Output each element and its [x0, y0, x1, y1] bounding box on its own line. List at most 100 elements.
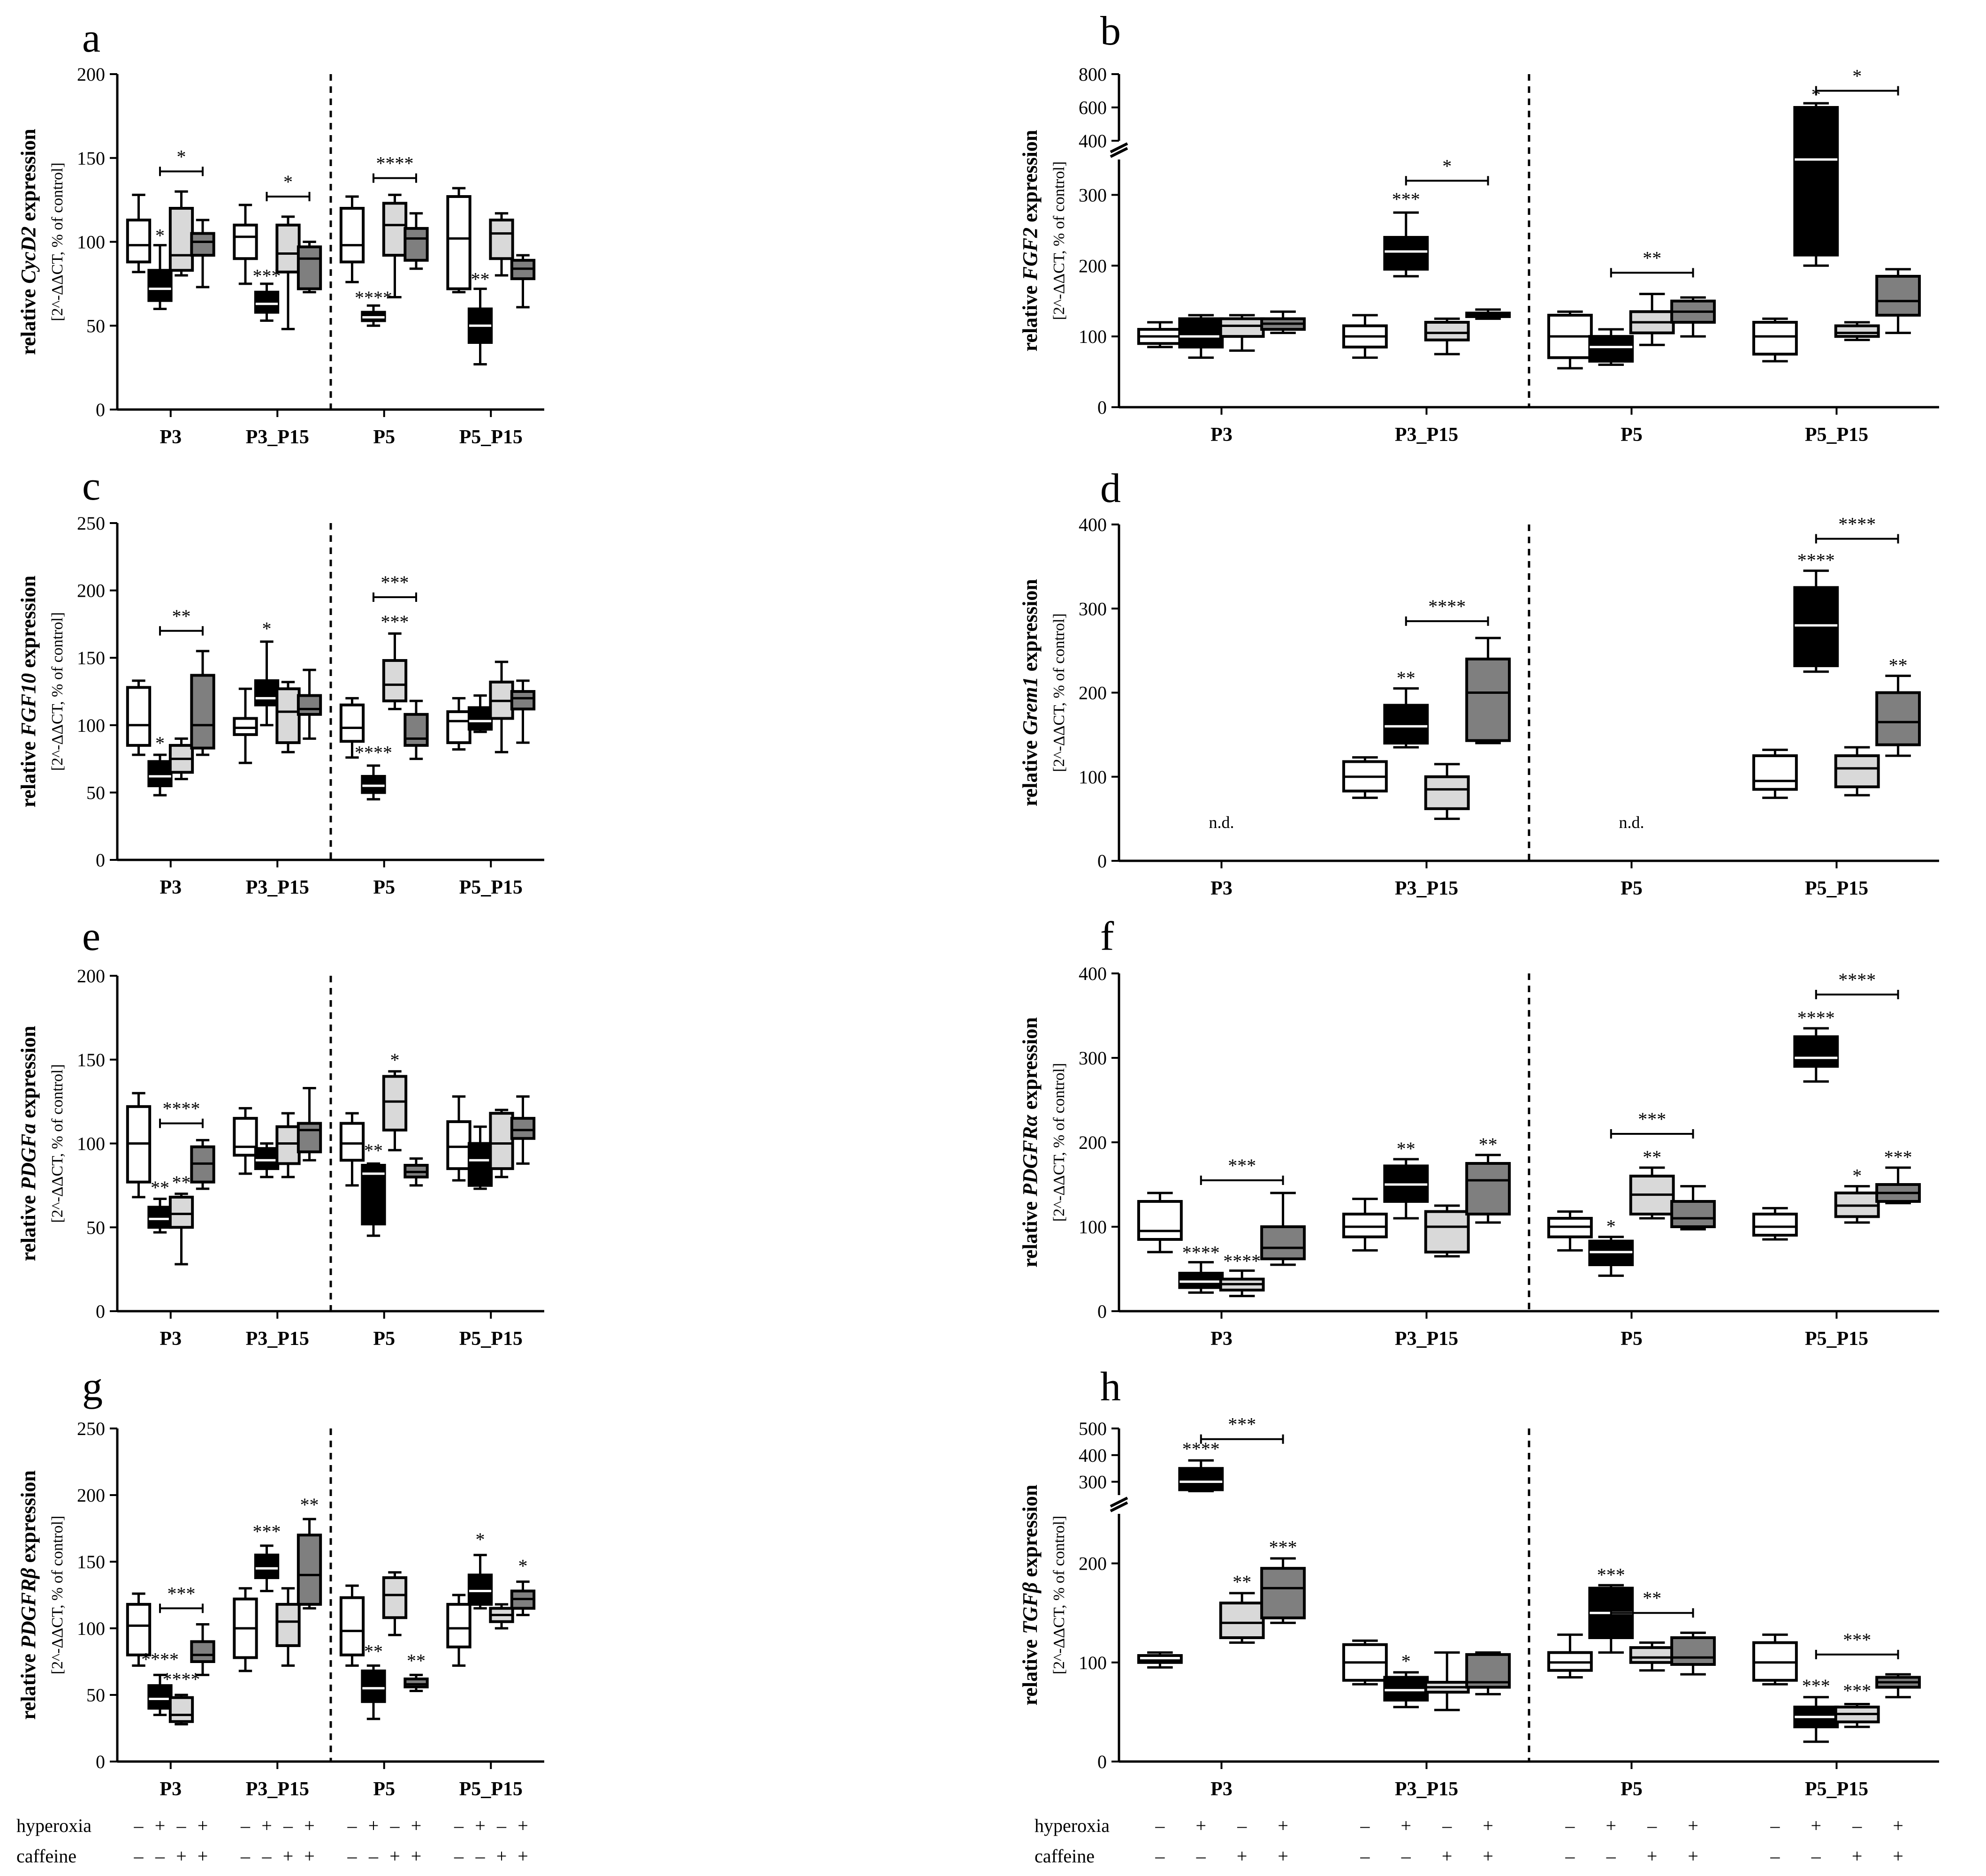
box-P5-3: [403, 1157, 429, 1187]
x-tick-label: P5: [1621, 1778, 1643, 1800]
legend-row-label: hyperoxia: [1035, 1815, 1110, 1836]
y-tick-label: 200: [77, 965, 105, 987]
y-axis-unit: [2^-ΔΔCT, % of control]: [1050, 161, 1068, 320]
y-tick-label: 200: [1079, 255, 1107, 276]
panel-letter: b: [1100, 8, 1121, 54]
x-tick-label: P5_P15: [459, 877, 523, 898]
legend-sign: +: [1196, 1815, 1207, 1836]
box-P3_P15-2: [275, 681, 301, 753]
box-P3_P15-1: [254, 282, 280, 322]
legend-sign: +: [1483, 1815, 1493, 1836]
box-P3_P15-2: [275, 1587, 301, 1667]
legend-sign: –: [1811, 1846, 1821, 1867]
legend-sign: –: [1565, 1846, 1575, 1867]
box-P5_P15-2: [1834, 1185, 1880, 1224]
legend-sign: –: [1647, 1815, 1657, 1836]
box-P5-0: [1547, 310, 1593, 370]
y-tick-label: 0: [1097, 851, 1107, 872]
box-P5_P15-1: [467, 288, 493, 365]
y-axis-label: relative TGFβ expression: [1019, 1485, 1042, 1706]
box-P3_P15-1: [254, 1544, 280, 1592]
box-body: [446, 1603, 472, 1648]
y-tick-label: 300: [1079, 1048, 1107, 1069]
box-body: [1137, 1200, 1183, 1241]
legend-sign: +: [389, 1846, 400, 1867]
box-body: [1793, 586, 1839, 668]
significance-star: **: [1643, 1587, 1661, 1609]
box-P3_P15-1: [1383, 1158, 1429, 1220]
box-P5-0: [339, 1112, 365, 1187]
box-body: [382, 659, 408, 703]
box-body: [510, 1116, 536, 1140]
box-body: [168, 207, 194, 272]
significance-star: ***: [1228, 1155, 1256, 1176]
significance-star: *: [1852, 66, 1862, 87]
box-body: [275, 1125, 301, 1165]
legend-sign: –: [1401, 1846, 1411, 1867]
box-body: [489, 1112, 514, 1170]
legend-sign: –: [283, 1815, 293, 1836]
significance-star: *: [476, 1529, 485, 1550]
box-P3_P15-0: [1342, 314, 1388, 359]
box-P5-2: [382, 1571, 408, 1636]
significance-star: **: [1397, 668, 1415, 689]
box-P3-3: [1260, 310, 1306, 334]
box-P3_P15-2: [1424, 1204, 1470, 1258]
y-axis-label-gene: CycD2: [17, 227, 40, 284]
legend-sign: +: [1442, 1846, 1453, 1867]
y-axis-label: relative Grem1 expression: [1019, 579, 1042, 806]
significance-star: **: [1479, 1134, 1498, 1155]
legend-sign: –: [368, 1846, 379, 1867]
x-tick-label: P5: [373, 1328, 395, 1350]
box-P3_P15-0: [233, 1107, 258, 1175]
y-tick-label: 300: [1079, 184, 1107, 205]
y-tick-label: 400: [1079, 1445, 1107, 1466]
significance-star: ***: [1843, 1629, 1871, 1650]
panel-c: 0 50 100 150 200 250 c relative FGF10 expressio…: [17, 463, 544, 898]
box-P3_P15-0: [233, 1587, 258, 1672]
y-axis-unit: [2^-ΔΔCT, % of control]: [1050, 1063, 1068, 1222]
legend-sign: –: [1852, 1815, 1862, 1836]
y-tick-label: 300: [1079, 598, 1107, 619]
y-axis-unit: [2^-ΔΔCT, % of control]: [1050, 1516, 1068, 1675]
x-tick-label: P5: [373, 1778, 395, 1800]
box-P3-0: [1137, 1651, 1183, 1669]
box-body: [1178, 317, 1224, 349]
y-tick-label: 200: [77, 580, 105, 601]
y-axis-label-prefix: relative: [1019, 735, 1042, 806]
box-P5_P15-0: [1752, 748, 1798, 799]
significance-star: ****: [1428, 596, 1466, 617]
box-P5-2: [1629, 1166, 1675, 1220]
y-tick-label: 0: [96, 399, 105, 420]
legend-sign: +: [1278, 1815, 1288, 1836]
box-P3_P15-2: [275, 215, 301, 330]
box-P3-1: [1178, 314, 1224, 359]
significance-star: ***: [381, 572, 409, 593]
significance-star: **: [172, 1172, 191, 1193]
panel-d: 0 100 200 300 400 d relative Grem1 expression […: [1019, 466, 1939, 899]
panel-a: 0 50 100 150 200 a relative CycD2 expression [2…: [17, 15, 544, 448]
box-body: [297, 1122, 322, 1154]
significance-star: *: [155, 225, 165, 246]
x-tick-label: P3: [160, 877, 182, 898]
box-P3-0: [126, 679, 152, 756]
x-tick-label: P5_P15: [459, 1778, 523, 1800]
box-P3_P15-1: [1383, 687, 1429, 749]
box-body: [1383, 1676, 1429, 1702]
box-P5-0: [339, 697, 365, 759]
panel-letter: a: [82, 15, 100, 61]
box-body: [1383, 235, 1429, 271]
x-tick-label: P5: [1621, 878, 1643, 899]
significance-star: *: [1606, 1216, 1616, 1237]
significance-star: ***: [1843, 1680, 1871, 1701]
x-tick-label: P3_P15: [246, 1328, 309, 1350]
box-body: [361, 1669, 386, 1703]
legend-sign: +: [261, 1815, 272, 1836]
legend-sign: +: [304, 1815, 315, 1836]
legend-sign: +: [1893, 1846, 1903, 1867]
significance-star: **: [1397, 1138, 1415, 1159]
legend-sign: +: [517, 1846, 528, 1867]
y-tick-label: 500: [1079, 1418, 1107, 1439]
legend-sign: –: [1442, 1815, 1452, 1836]
significance-star: **: [151, 1177, 169, 1198]
